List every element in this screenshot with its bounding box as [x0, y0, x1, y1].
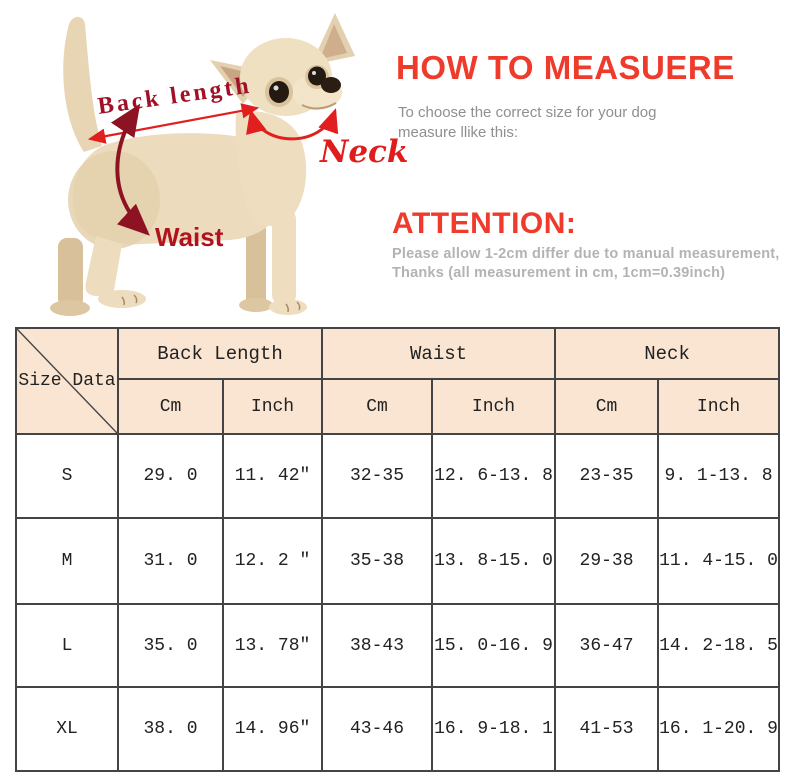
value-cell: 9. 1-13. 8: [657, 433, 781, 519]
value-cell: 16. 9-18. 1: [431, 686, 557, 772]
dog-photo: [50, 13, 355, 316]
value-cell: 35. 0: [117, 603, 224, 688]
size-data-corner-cell: Size Data: [15, 327, 119, 435]
table-row-size-l: L 35. 0 13. 78″ 38-43 15. 0-16. 9 36-47 …: [15, 603, 781, 688]
subheader-backlength-inch: Inch: [221, 378, 324, 435]
value-cell: 23-35: [554, 433, 660, 519]
value-cell: 29. 0: [117, 433, 224, 519]
value-cell: 15. 0-16. 9: [431, 603, 557, 688]
table-row-size-xl: XL 38. 0 14. 96″ 43-46 16. 9-18. 1 41-53…: [15, 686, 781, 772]
value-cell: 38-43: [321, 603, 434, 688]
value-cell: 36-47: [554, 603, 660, 688]
subheader-neck-cm: Cm: [554, 378, 660, 435]
measure-guide-section: Back length Neck Waist HOW TO MEASUERE T…: [0, 0, 790, 322]
table-row-size-m: M 31. 0 12. 2 ″ 35-38 13. 8-15. 0 29-38 …: [15, 517, 781, 605]
subheader-waist-cm: Cm: [321, 378, 434, 435]
size-label: S: [15, 433, 119, 519]
size-label: M: [15, 517, 119, 605]
value-cell: 12. 6-13. 8: [431, 433, 557, 519]
column-group-waist: Waist: [321, 327, 557, 380]
value-cell: 29-38: [554, 517, 660, 605]
value-cell: 43-46: [321, 686, 434, 772]
subheader-neck-inch: Inch: [657, 378, 781, 435]
value-cell: 13. 78″: [221, 603, 324, 688]
value-cell: 38. 0: [117, 686, 224, 772]
value-cell: 12. 2 ″: [221, 517, 324, 605]
value-cell: 13. 8-15. 0: [431, 517, 557, 605]
how-to-measure-title: HOW TO MEASUERE: [396, 49, 735, 86]
table-row-size-s: S 29. 0 11. 42″ 32-35 12. 6-13. 8 23-35 …: [15, 433, 781, 519]
value-cell: 32-35: [321, 433, 434, 519]
attention-title: ATTENTION:: [392, 207, 577, 240]
measure-subtitle-line1: To choose the correct size for your dog: [398, 104, 657, 121]
value-cell: 14. 96″: [221, 686, 324, 772]
value-cell: 31. 0: [117, 517, 224, 605]
value-cell: 35-38: [321, 517, 434, 605]
subheader-backlength-cm: Cm: [117, 378, 224, 435]
measure-subtitle: To choose the correct size for your dog …: [398, 103, 656, 143]
diagonal-divider: [17, 329, 117, 433]
value-cell: 11. 42″: [221, 433, 324, 519]
attention-note-line1: Please allow 1-2cm differ due to manual …: [392, 246, 780, 262]
size-chart-table: Size Data Back Length Waist Neck Cm Inch…: [15, 327, 781, 772]
attention-note: Please allow 1-2cm differ due to manual …: [392, 245, 780, 283]
value-cell: 41-53: [554, 686, 660, 772]
value-cell: 11. 4-15. 0: [657, 517, 781, 605]
value-cell: 14. 2-18. 5: [657, 603, 781, 688]
measure-subtitle-line2: measure llike this:: [398, 124, 519, 141]
subheader-waist-inch: Inch: [431, 378, 557, 435]
size-label: L: [15, 603, 119, 688]
value-cell: 16. 1-20. 9: [657, 686, 781, 772]
attention-note-line2: Thanks (all measurement in cm, 1cm=0.39i…: [392, 265, 726, 281]
size-label: XL: [15, 686, 119, 772]
column-group-neck: Neck: [554, 327, 781, 380]
column-group-back-length: Back Length: [116, 327, 324, 380]
corner-label: Size Data: [18, 371, 116, 391]
